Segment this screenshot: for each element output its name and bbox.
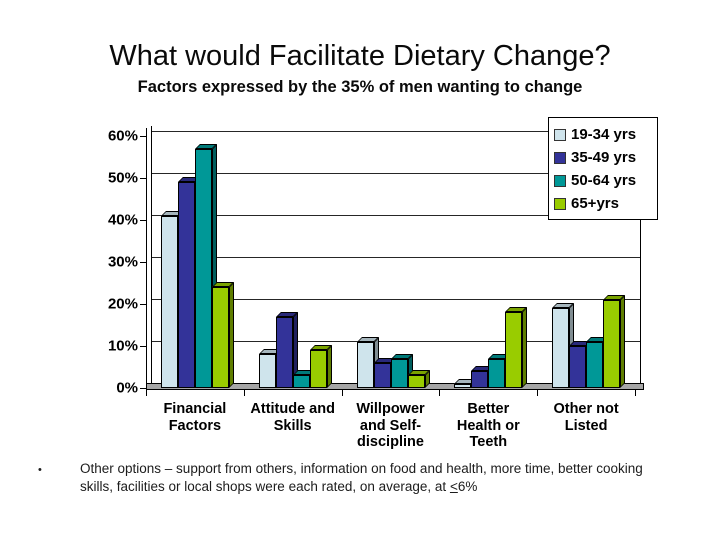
legend-label: 19-34 yrs [571,126,637,143]
bar-50-64-yrs-attitude-and-skills [292,375,310,388]
legend-item: 65+yrs [554,192,653,215]
bar-65-yrs-other-not-listed [620,294,626,388]
chart-subtitle: Factors expressed by the 35% of men want… [137,78,583,96]
bar-50-64-yrs-other-not-listed [586,341,604,388]
bar-65-yrs-financial-factors [211,287,229,388]
y-tick-label: 30% [107,253,138,271]
y-tick [140,220,146,221]
legend-item: 50-64 yrs [554,169,653,192]
legend-label: 35-49 yrs [571,149,637,166]
x-category-label: Better Health or Teeth [456,401,520,450]
y-tick-label: 20% [107,295,138,313]
gridline [151,341,640,342]
x-tick [537,390,539,396]
bar-50-64-yrs-financial-factors [194,148,212,388]
bar-50-64-yrs-willpower-and-self-discipline [390,358,408,388]
gridline [151,299,640,300]
bar-35-49-yrs-better-health-or-teeth [471,371,489,388]
bar-19-34-yrs-willpower-and-self-discipline [356,341,374,388]
legend: 19-34 yrs 35-49 yrs 50-64 yrs 65+yrs [548,117,658,220]
gridline [151,173,640,174]
bar-35-49-yrs-attitude-and-skills [275,316,293,388]
y-tick [140,346,146,347]
y-axis-wall-line [151,126,152,383]
legend-swatch-icon [554,128,566,141]
bar-65-yrs-better-health-or-teeth [505,312,523,388]
bar-65-yrs-attitude-and-skills [309,350,327,388]
bar-19-34-yrs-attitude-and-skills [258,354,276,388]
bar-35-49-yrs-other-not-listed [569,346,587,388]
bar-35-49-yrs-willpower-and-self-discipline [373,362,391,388]
legend-item: 35-49 yrs [554,146,653,169]
bar-19-34-yrs-better-health-or-teeth [454,383,472,388]
legend-label: 65+yrs [571,195,619,212]
x-tick [243,390,245,396]
page-title: What would Facilitate Dietary Change? [109,40,611,72]
y-tick [140,388,146,389]
y-axis-line [146,128,147,391]
bar-35-49-yrs-financial-factors [177,182,195,388]
y-tick-label: 50% [107,169,138,187]
x-tick [635,390,636,396]
legend-label: 50-64 yrs [571,172,637,189]
x-category-label: Other not Listed [553,401,619,434]
legend-swatch-icon [554,174,566,187]
y-tick [140,262,146,263]
legend-swatch-icon [554,151,566,164]
y-tick-label: 0% [116,379,138,397]
x-tick [341,390,343,396]
bar-50-64-yrs-better-health-or-teeth [488,358,506,388]
legend-item: 19-34 yrs [554,123,653,146]
y-tick [140,304,146,305]
gridline [151,215,640,216]
x-category-label: Financial Factors [163,401,227,434]
y-tick-label: 40% [107,211,138,229]
bar-65-yrs-better-health-or-teeth [522,307,528,388]
y-tick-label: 10% [107,337,138,355]
bar-65-yrs-financial-factors [228,282,234,388]
y-tick-label: 60% [107,127,138,145]
bar-65-yrs-other-not-listed [603,299,621,388]
x-tick [439,390,441,396]
legend-swatch-icon [554,197,566,210]
x-category-label: Attitude and Skills [250,401,335,434]
footnote-text: Other options – support from others, inf… [80,461,643,494]
bar-65-yrs-attitude-and-skills [326,345,332,388]
footnote: • Other options – support from others, i… [38,460,678,495]
gridline [151,257,640,258]
bar-19-34-yrs-other-not-listed [552,308,570,388]
bar-19-34-yrs-financial-factors [160,215,178,388]
bullet-icon: • [38,464,42,476]
underlined-less-than: < [449,478,458,494]
y-tick [140,178,146,179]
y-tick [140,136,146,137]
x-tick [146,390,147,396]
x-category-label: Willpower and Self-discipline [356,401,425,450]
bar-65-yrs-willpower-and-self-discipline [407,375,425,388]
gridline [151,131,640,132]
